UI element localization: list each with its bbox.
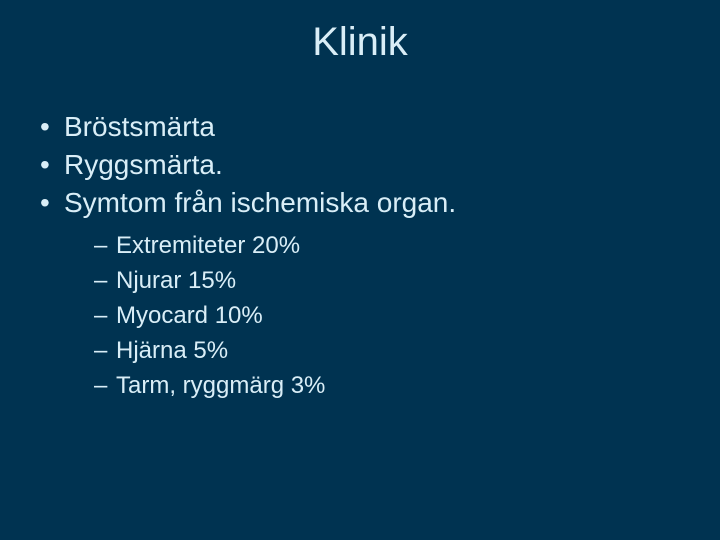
bullet-item: Ryggsmärta. xyxy=(36,146,684,184)
bullet-text: Symtom från ischemiska organ. xyxy=(64,187,456,218)
sub-bullet-text: Njurar 15% xyxy=(116,267,236,294)
sub-bullet-item: Hjärna 5% xyxy=(94,334,684,369)
slide-content: Bröstsmärta Ryggsmärta. Symtom från isch… xyxy=(36,108,684,403)
sub-bullet-text: Tarm, ryggmärg 3% xyxy=(116,372,325,399)
slide-title: Klinik xyxy=(0,20,720,65)
sub-bullet-text: Hjärna 5% xyxy=(116,337,228,364)
bullet-text: Ryggsmärta. xyxy=(64,149,223,180)
sub-bullet-item: Extremiteter 20% xyxy=(94,229,684,264)
sub-bullet-item: Myocard 10% xyxy=(94,299,684,334)
slide: Klinik Bröstsmärta Ryggsmärta. Symtom fr… xyxy=(0,0,720,540)
bullet-item: Bröstsmärta xyxy=(36,108,684,146)
bullet-list: Bröstsmärta Ryggsmärta. Symtom från isch… xyxy=(36,108,684,403)
sub-bullet-text: Myocard 10% xyxy=(116,302,263,329)
sub-bullet-text: Extremiteter 20% xyxy=(116,232,300,259)
bullet-item: Symtom från ischemiska organ. Extremitet… xyxy=(36,184,684,404)
sub-bullet-item: Tarm, ryggmärg 3% xyxy=(94,369,684,404)
sub-bullet-item: Njurar 15% xyxy=(94,264,684,299)
bullet-text: Bröstsmärta xyxy=(64,111,215,142)
sub-bullet-list: Extremiteter 20% Njurar 15% Myocard 10% … xyxy=(64,229,684,403)
